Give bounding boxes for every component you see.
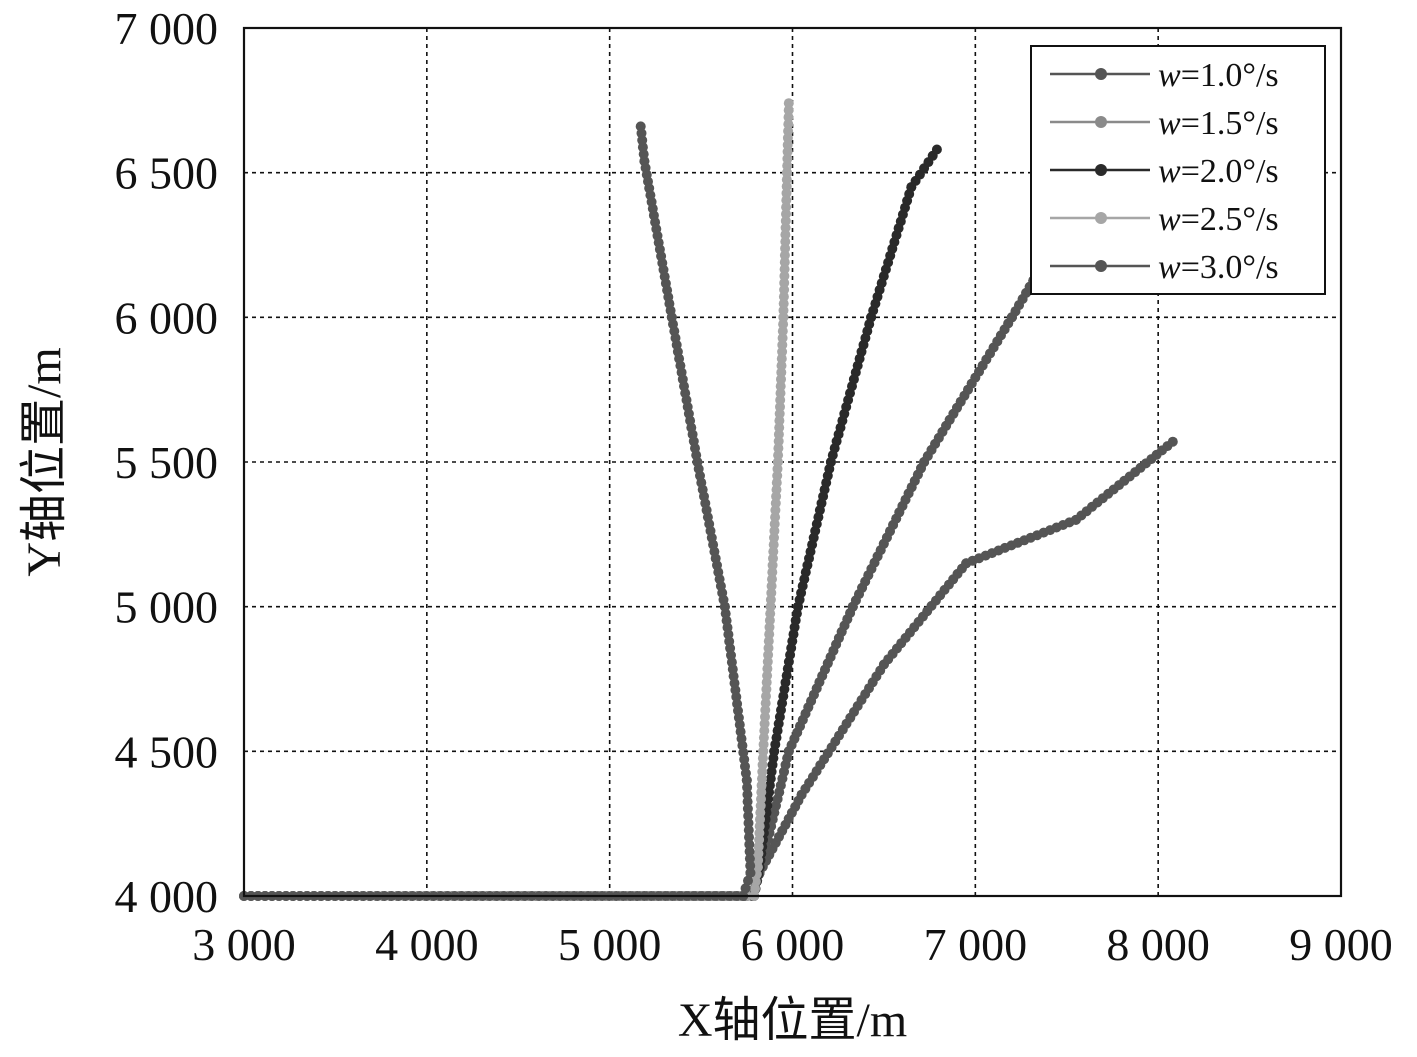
x-tick-label: 7 000 bbox=[924, 919, 1028, 970]
series-point bbox=[1167, 436, 1178, 447]
series-point bbox=[782, 167, 792, 178]
series-point bbox=[745, 867, 756, 878]
series-4 bbox=[239, 121, 756, 901]
x-tick-label: 4 000 bbox=[375, 919, 479, 970]
legend: w=1.0°/s w=1.5°/s w=2.0°/s w=2.5°/s w=3.0°/s bbox=[1030, 45, 1326, 295]
legend-marker bbox=[1095, 212, 1107, 224]
legend-label: w=2.0°/s bbox=[1158, 153, 1279, 190]
legend-label: w=1.5°/s bbox=[1158, 105, 1279, 142]
series-2 bbox=[239, 144, 942, 901]
series-point bbox=[779, 257, 790, 268]
x-tick-label: 5 000 bbox=[558, 919, 662, 970]
series-point bbox=[743, 875, 753, 886]
series-point bbox=[742, 782, 753, 793]
series-3 bbox=[239, 98, 794, 901]
series-point bbox=[740, 883, 751, 894]
series-point bbox=[742, 789, 753, 800]
legend-marker bbox=[1095, 164, 1107, 176]
series-line bbox=[244, 148, 939, 898]
y-tick-label: 6 000 bbox=[115, 292, 219, 343]
series-point bbox=[779, 284, 790, 295]
x-tick-label: 6 000 bbox=[741, 919, 845, 970]
x-tick-label: 8 000 bbox=[1106, 919, 1210, 970]
x-tick-label: 9 000 bbox=[1289, 919, 1393, 970]
y-tick-label: 6 500 bbox=[115, 148, 219, 199]
series-point bbox=[743, 825, 754, 836]
series-line bbox=[244, 206, 1078, 898]
series-point bbox=[782, 146, 793, 157]
legend-marker bbox=[1095, 116, 1107, 128]
series-point bbox=[778, 312, 789, 323]
series-point bbox=[743, 818, 754, 828]
plot-frame bbox=[242, 26, 1343, 898]
series-point bbox=[745, 860, 756, 871]
legend-label: w=1.0°/s bbox=[1158, 57, 1279, 94]
series-point bbox=[744, 832, 754, 843]
series-point bbox=[635, 121, 646, 132]
series-0 bbox=[239, 202, 1081, 901]
series-point bbox=[744, 839, 755, 850]
series-1 bbox=[239, 202, 1081, 901]
series-point bbox=[744, 853, 755, 864]
series-point bbox=[782, 153, 793, 164]
series-line bbox=[244, 126, 752, 898]
series-point bbox=[783, 119, 794, 130]
y-tick-label: 4 000 bbox=[115, 871, 219, 922]
legend-label: w=3.0°/s bbox=[1158, 249, 1279, 286]
series-point bbox=[742, 796, 753, 807]
series-point bbox=[781, 209, 791, 219]
series-line bbox=[244, 206, 1078, 898]
legend-marker bbox=[1095, 260, 1107, 272]
series-point bbox=[743, 810, 754, 821]
series-point bbox=[783, 98, 794, 109]
y-tick-label: 5 500 bbox=[115, 437, 219, 488]
series-point bbox=[744, 846, 755, 857]
series-5 bbox=[747, 436, 1178, 901]
y-tick-label: 5 000 bbox=[115, 582, 219, 633]
series-point bbox=[742, 803, 753, 814]
legend-marker bbox=[1095, 68, 1107, 80]
x-tick-label: 3 000 bbox=[192, 919, 296, 970]
legend-label: w=2.5°/s bbox=[1158, 201, 1279, 238]
series-point bbox=[931, 144, 942, 155]
series-point bbox=[783, 105, 794, 116]
series-point bbox=[782, 139, 793, 150]
y-tick-label: 7 000 bbox=[115, 3, 219, 54]
series-point bbox=[780, 236, 791, 247]
y-axis-title: Y轴位置/m bbox=[18, 347, 71, 576]
x-axis-title: X轴位置/m bbox=[678, 994, 907, 1047]
y-tick-label: 4 500 bbox=[115, 726, 219, 777]
series-point bbox=[750, 883, 760, 894]
